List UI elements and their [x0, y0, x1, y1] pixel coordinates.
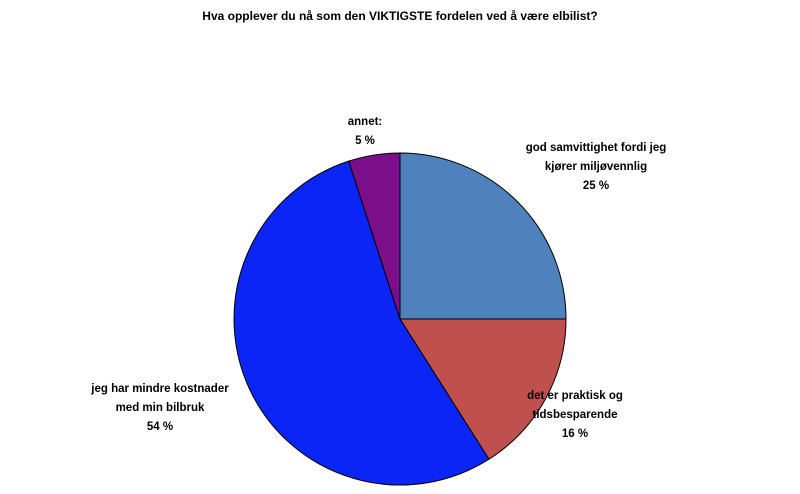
slice-value: 16 %	[561, 428, 589, 440]
pie-slice-other	[348, 152, 401, 320]
slice-label-practical: det er praktisk og tidsbesparende 16 %	[480, 387, 670, 444]
slice-label-costs: jeg har mindre kostnader med min bilbruk…	[65, 380, 255, 437]
chart-title: Hva opplever du nå som den VIKTIGSTE for…	[202, 9, 598, 23]
pie-slice-practical	[399, 318, 567, 460]
slice-label-line: tidsbesparende	[532, 409, 618, 421]
slice-label-line: god samvittighet fordi jeg	[525, 142, 667, 154]
pie-slice-costs	[233, 160, 490, 486]
slice-label-line: jeg har mindre kostnader	[91, 383, 229, 395]
slice-label-other: annet: 5 %	[270, 113, 460, 151]
slice-label-line: annet:	[347, 116, 383, 128]
slice-value: 54 %	[146, 421, 174, 433]
slice-value: 25 %	[582, 180, 610, 192]
slice-label-environment: god samvittighet fordi jeg kjører miljøv…	[501, 139, 691, 196]
slice-value: 5 %	[355, 135, 375, 147]
slice-label-line: med min bilbruk	[115, 402, 205, 414]
slice-label-line: det er praktisk og	[527, 390, 623, 402]
slice-label-line: kjører miljøvennlig	[544, 161, 648, 173]
pie-slice-environment	[399, 152, 567, 320]
